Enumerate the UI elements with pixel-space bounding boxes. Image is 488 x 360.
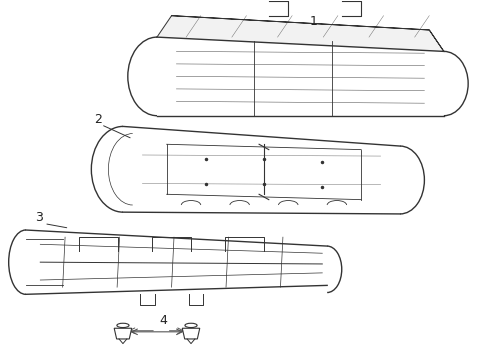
Polygon shape [114, 328, 131, 339]
Text: 2: 2 [94, 113, 102, 126]
Ellipse shape [184, 323, 197, 328]
Polygon shape [182, 328, 200, 339]
Polygon shape [157, 16, 443, 51]
Ellipse shape [117, 323, 129, 328]
Text: 4: 4 [159, 314, 167, 327]
Text: 3: 3 [35, 211, 43, 224]
Text: 1: 1 [309, 15, 317, 28]
